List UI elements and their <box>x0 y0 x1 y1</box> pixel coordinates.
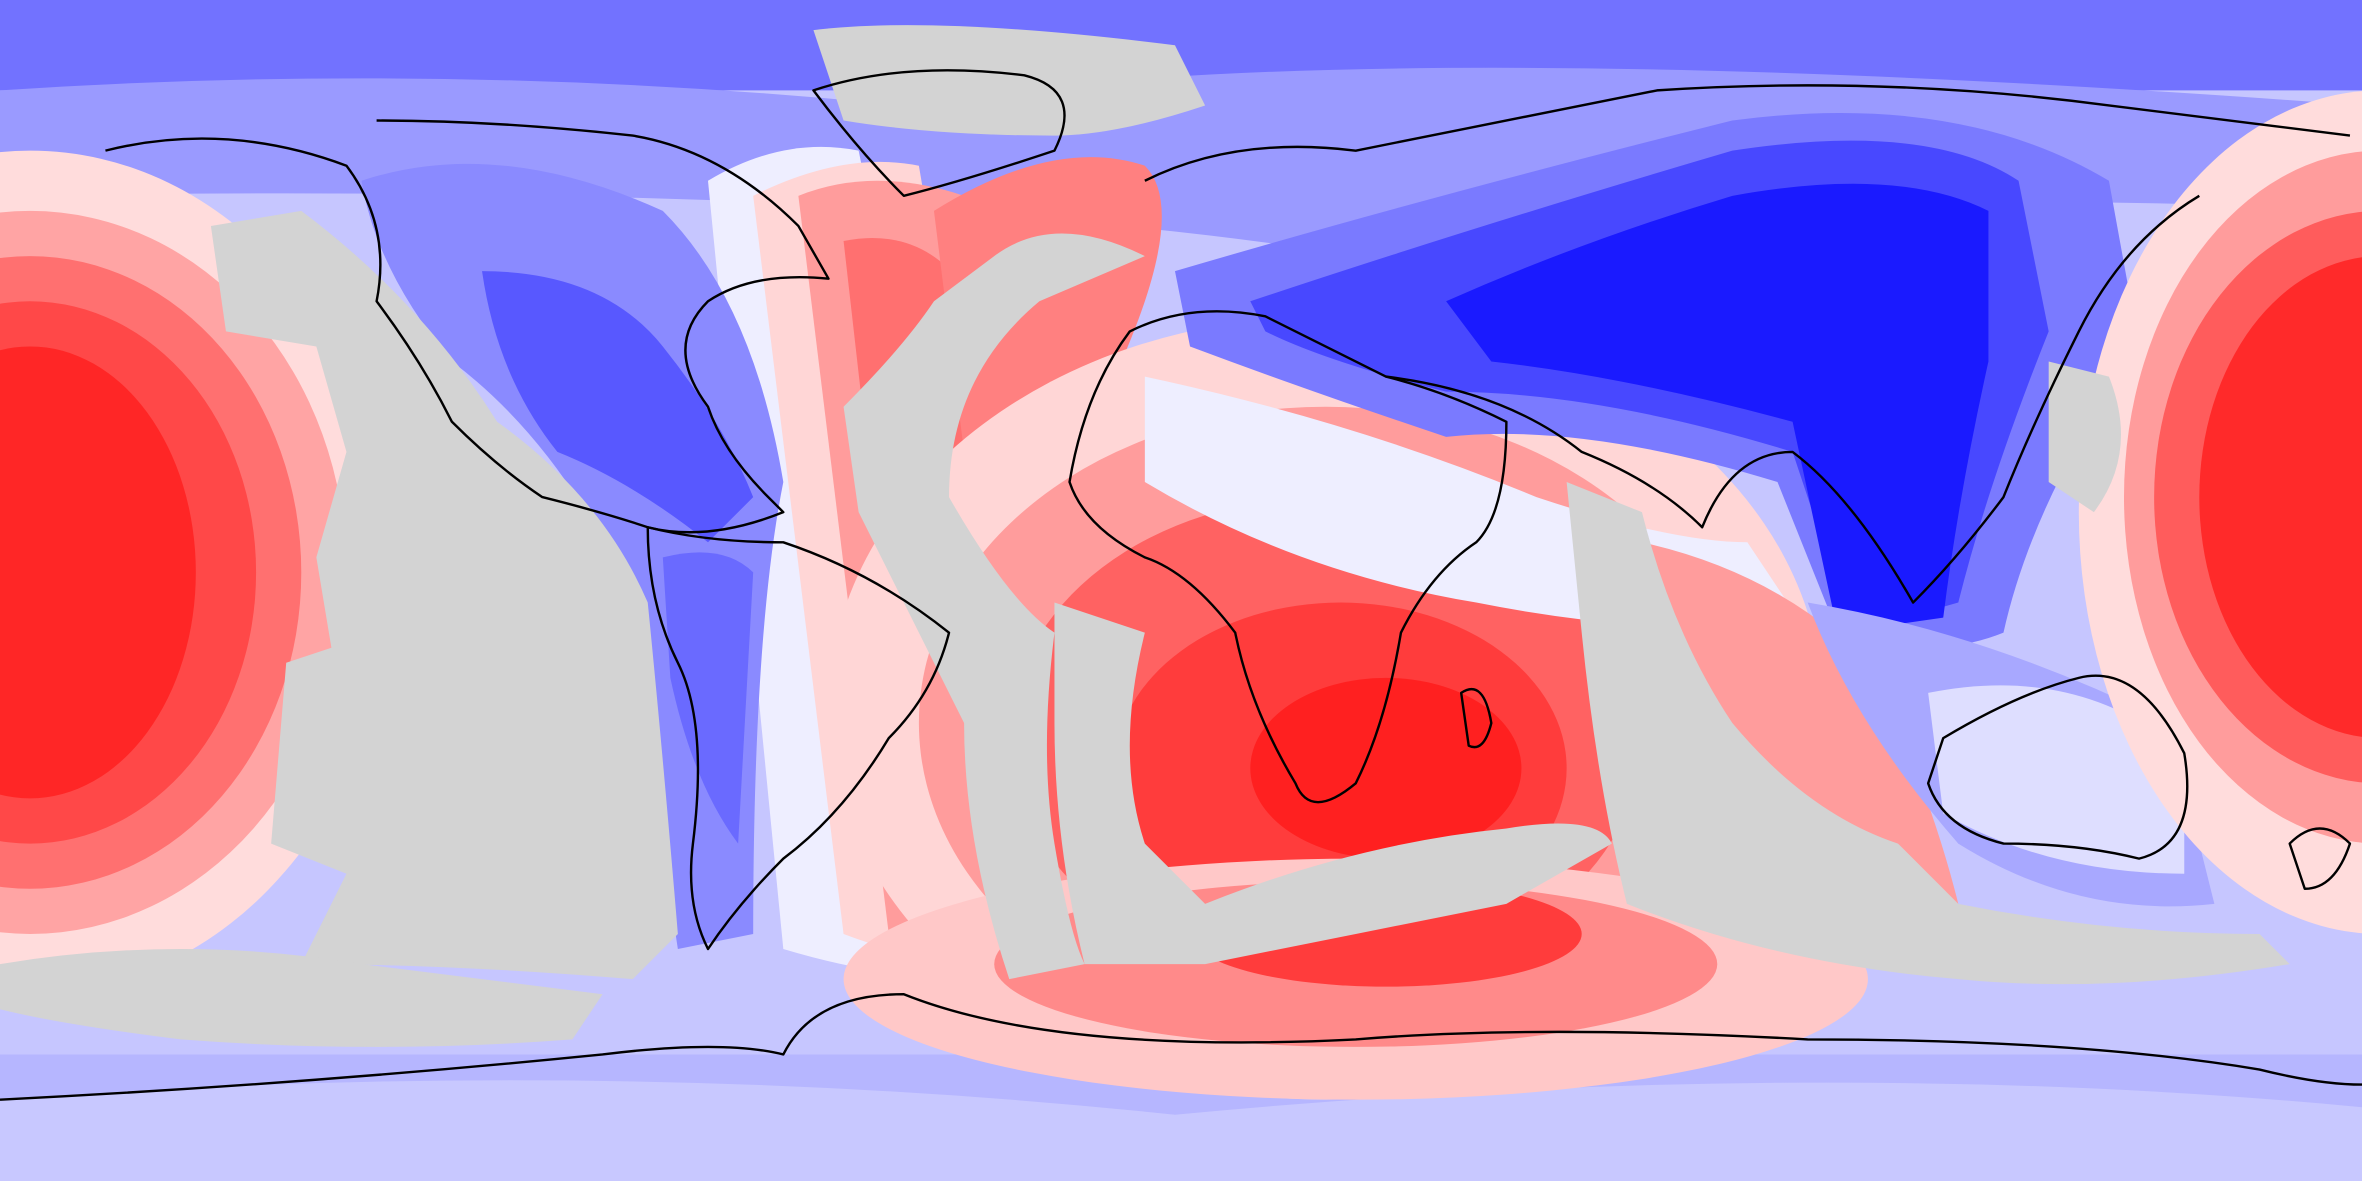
masked-region <box>210 210 678 980</box>
coastline <box>1459 687 1493 749</box>
masked-region <box>2048 361 2121 513</box>
band <box>1250 677 1522 859</box>
coastline <box>2288 827 2352 890</box>
coastline <box>105 119 830 534</box>
masked-region <box>0 949 603 1047</box>
coastline <box>1144 84 2351 604</box>
band <box>361 163 784 950</box>
band <box>482 271 754 543</box>
coastline <box>0 993 2362 1101</box>
coastline <box>812 69 1066 198</box>
band <box>1446 183 1989 633</box>
band <box>0 1080 2362 1181</box>
band <box>0 346 196 799</box>
band <box>2199 257 2362 737</box>
coastline <box>1926 674 2189 860</box>
coastline <box>646 526 951 951</box>
masked-region <box>813 25 1206 136</box>
coastline <box>1068 310 1508 804</box>
band <box>662 552 754 844</box>
masked-region <box>1566 482 2290 985</box>
masked-region <box>843 233 1145 980</box>
masked-region <box>1054 602 1612 965</box>
band <box>1928 685 2185 874</box>
